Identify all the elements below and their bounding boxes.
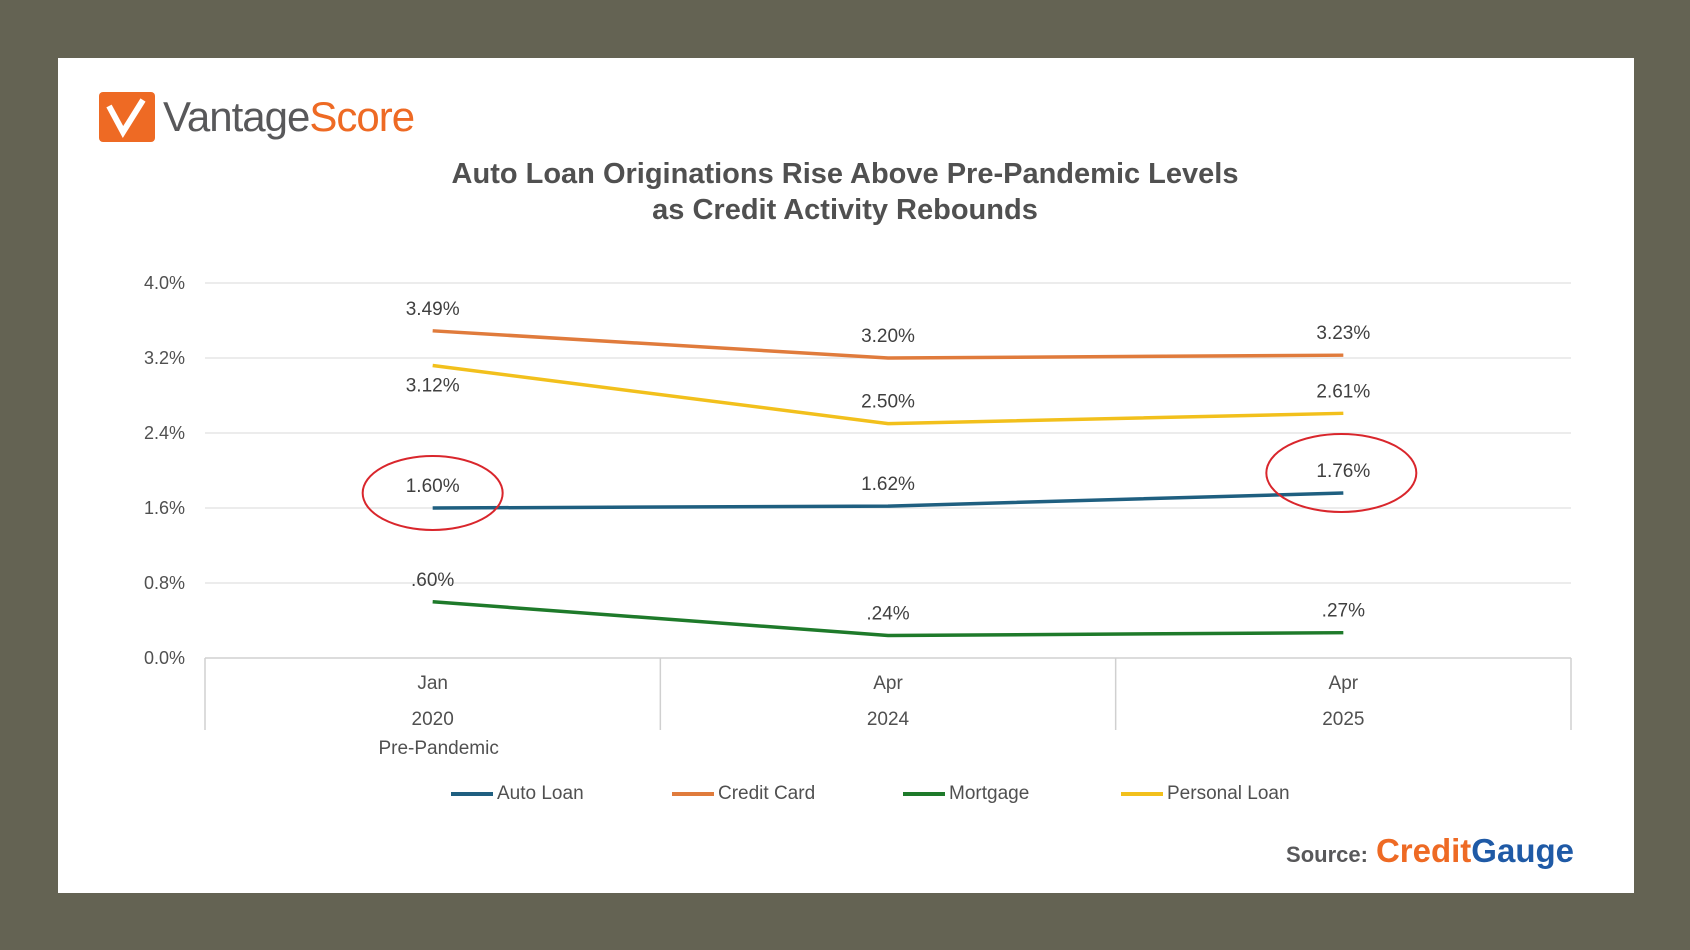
y-tick-label: 0.8% — [144, 573, 185, 593]
y-tick-label: 1.6% — [144, 498, 185, 518]
data-label-personal-loan: 2.50% — [861, 392, 915, 413]
legend-label: Auto Loan — [497, 783, 584, 804]
source-label: Source: — [1286, 842, 1368, 867]
logo-text-score: Score — [309, 93, 415, 140]
legend-item: Credit Card — [672, 783, 815, 805]
data-label-auto-loan: 1.60% — [406, 476, 460, 497]
creditgauge-logo-credit: Credit — [1375, 832, 1472, 869]
y-tick-label: 4.0% — [144, 273, 185, 293]
legend-item: Mortgage — [903, 783, 1029, 805]
x-tick-month: Apr — [1329, 673, 1359, 694]
legend-label: Mortgage — [949, 783, 1030, 804]
series-line-credit-card — [432, 329, 1344, 360]
x-tick-month: Apr — [873, 673, 903, 694]
vantagescore-logo: VantageScore — [99, 92, 415, 142]
legend-swatch — [1121, 792, 1163, 796]
chart-title: Auto Loan Originations Rise Above Pre-Pa… — [0, 156, 1690, 228]
data-label-credit-card: 3.23% — [1316, 323, 1370, 344]
data-label-mortgage: .27% — [1322, 601, 1365, 622]
data-label-credit-card: 3.20% — [861, 326, 915, 347]
highlight-circle — [361, 455, 504, 531]
x-tick-year: 2025 — [1322, 709, 1364, 730]
data-label-personal-loan: 3.12% — [406, 376, 460, 397]
source-credit: Source: Credit Gauge — [1286, 832, 1574, 870]
x-tick-month: Jan — [417, 673, 448, 694]
chart-panel — [58, 58, 1634, 893]
legend-label: Credit Card — [718, 783, 816, 804]
data-label-mortgage: .24% — [866, 604, 909, 625]
series-line-mortgage — [432, 600, 1344, 638]
y-tick-label: 2.4% — [144, 423, 185, 443]
data-label-auto-loan: 1.76% — [1316, 461, 1370, 482]
data-label-personal-loan: 2.61% — [1316, 381, 1370, 402]
highlight-circle — [1265, 433, 1418, 513]
checkmark-logo-icon — [99, 92, 155, 142]
data-label-credit-card: 3.49% — [406, 299, 460, 320]
creditgauge-logo-gauge: Gauge — [1471, 832, 1574, 869]
series-line-personal-loan — [432, 363, 1344, 426]
x-tick-note: Pre-Pandemic — [378, 738, 498, 759]
logo-text-vantage: Vantage — [163, 93, 310, 140]
chart-legend: Auto Loan Credit Card Mortgage Personal Loa… — [0, 783, 1690, 807]
legend-swatch — [672, 792, 714, 796]
chart-title-line-2: as Credit Activity Rebounds — [652, 194, 1038, 226]
series-line-auto-loan — [432, 491, 1344, 510]
legend-swatch — [451, 792, 493, 796]
x-tick-year: 2020 — [412, 709, 454, 730]
legend-label: Personal Loan — [1167, 783, 1290, 804]
legend-item: Personal Loan — [1121, 783, 1290, 805]
data-label-mortgage: .60% — [411, 570, 454, 591]
data-label-auto-loan: 1.62% — [861, 474, 915, 495]
legend-item: Auto Loan — [451, 783, 584, 805]
legend-swatch — [903, 792, 945, 796]
y-tick-label: 0.0% — [144, 648, 185, 668]
chart-title-line-1: Auto Loan Originations Rise Above Pre-Pa… — [451, 158, 1239, 190]
y-tick-label: 3.2% — [144, 348, 185, 368]
x-tick-year: 2024 — [867, 709, 910, 730]
